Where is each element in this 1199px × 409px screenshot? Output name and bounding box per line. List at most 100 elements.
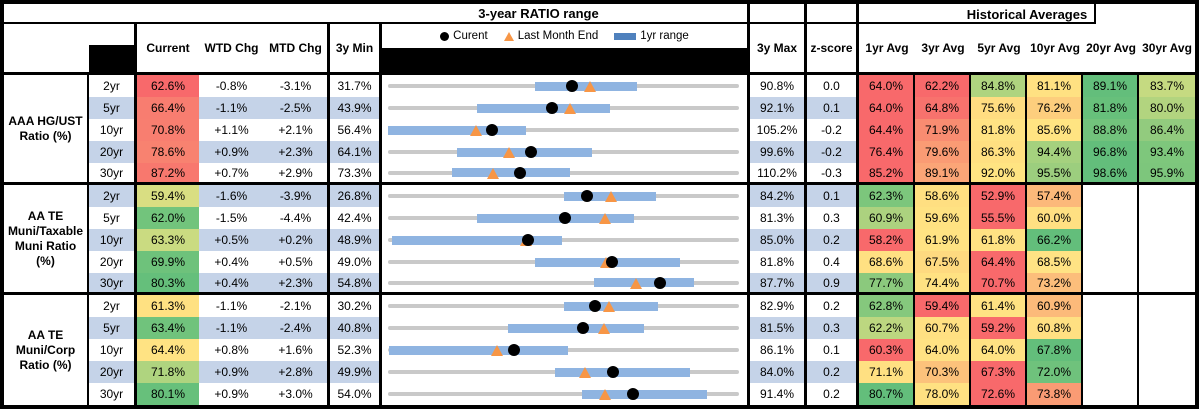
avg-cell: 64.8% xyxy=(915,97,971,119)
mtd-chg-cell: +0.2% xyxy=(264,229,330,251)
z-score-cell: 0.1 xyxy=(807,185,859,207)
three-year-track xyxy=(388,304,739,308)
tenor-cell: 10yr xyxy=(89,339,137,361)
avg-cell: 61.8% xyxy=(971,229,1027,251)
avg-cell: 72.6% xyxy=(971,383,1027,405)
tenor-cell: 10yr xyxy=(89,229,137,251)
wtd-chg-cell: +0.8% xyxy=(199,339,264,361)
avg-cell: 92.0% xyxy=(971,163,1027,185)
wtd-chg-cell: -1.6% xyxy=(199,185,264,207)
three-year-min-cell: 31.7% xyxy=(330,75,382,97)
z-score-cell: 0.4 xyxy=(807,251,859,273)
last-month-end-marker xyxy=(598,389,611,400)
last-month-end-marker xyxy=(578,367,591,378)
avg-cell-empty xyxy=(1083,207,1139,229)
tenor-cell: 30yr xyxy=(89,273,137,295)
avg-cell: 81.1% xyxy=(1027,75,1083,97)
avg-cell-empty xyxy=(1139,383,1195,405)
wtd-chg-cell: +0.9% xyxy=(199,383,264,405)
three-year-track xyxy=(388,128,739,132)
current-marker xyxy=(626,388,639,400)
ratio-range-chart xyxy=(382,119,750,141)
avg-cell-empty xyxy=(1139,229,1195,251)
tenor-cell: 2yr xyxy=(89,295,137,317)
current-value-cell: 63.4% xyxy=(137,317,199,339)
tenor-column-header xyxy=(89,24,137,75)
col-header-1yr-avg: 1yr Avg xyxy=(859,24,915,75)
legend-current-label: Curent xyxy=(453,30,488,42)
current-marker xyxy=(558,212,571,224)
ratio-range-chart xyxy=(382,163,750,185)
avg-cell-empty xyxy=(1083,317,1139,339)
avg-cell: 77.7% xyxy=(859,273,915,295)
avg-cell: 98.6% xyxy=(1083,163,1139,185)
avg-cell: 60.3% xyxy=(859,339,915,361)
ratio-range-chart xyxy=(382,251,750,273)
avg-cell: 60.8% xyxy=(1027,317,1083,339)
col-header-3yr-avg: 3yr Avg xyxy=(915,24,971,75)
three-year-min-cell: 49.9% xyxy=(330,361,382,383)
three-year-min-cell: 52.3% xyxy=(330,339,382,361)
mtd-chg-cell: +2.3% xyxy=(264,141,330,163)
last-month-end-marker xyxy=(629,277,642,289)
current-value-cell: 59.4% xyxy=(137,185,199,207)
avg-cell: 74.4% xyxy=(915,273,971,295)
header-spacer-z xyxy=(807,4,859,24)
three-year-max-cell: 105.2% xyxy=(750,119,807,141)
avg-cell: 81.8% xyxy=(1083,97,1139,119)
ratio-range-chart-inner xyxy=(388,229,739,251)
avg-cell: 94.4% xyxy=(1027,141,1083,163)
legend-range-label: 1yr range xyxy=(640,30,689,42)
wtd-chg-cell: +0.4% xyxy=(199,251,264,273)
mtd-chg-cell: +2.8% xyxy=(264,361,330,383)
ratio-range-chart xyxy=(382,273,750,295)
tenor-cell: 30yr xyxy=(89,383,137,405)
avg-cell: 59.2% xyxy=(971,317,1027,339)
avg-cell: 78.0% xyxy=(915,383,971,405)
col-header-wtd-chg: WTD Chg xyxy=(199,24,264,75)
z-score-cell: 0.0 xyxy=(807,75,859,97)
one-year-range-bar xyxy=(554,367,690,377)
current-value-cell: 61.3% xyxy=(137,295,199,317)
mtd-chg-cell: -3.9% xyxy=(264,185,330,207)
band-partial-border xyxy=(859,22,1095,24)
avg-cell: 89.1% xyxy=(915,163,971,185)
avg-cell: 96.8% xyxy=(1083,141,1139,163)
mtd-chg-cell: -3.1% xyxy=(264,75,330,97)
legend-1yr-range: 1yr range xyxy=(614,30,689,42)
avg-cell: 85.6% xyxy=(1027,119,1083,141)
ratio-range-chart-inner xyxy=(388,339,739,361)
avg-cell: 62.2% xyxy=(859,317,915,339)
avg-cell: 60.7% xyxy=(915,317,971,339)
avg-cell: 61.4% xyxy=(971,295,1027,317)
avg-cell: 52.9% xyxy=(971,185,1027,207)
avg-cell: 58.6% xyxy=(915,185,971,207)
one-year-range-bar xyxy=(476,103,611,113)
avg-cell-empty xyxy=(1139,273,1195,295)
last-month-end-marker xyxy=(598,213,611,224)
ratio-range-chart xyxy=(382,185,750,207)
three-year-max-cell: 86.1% xyxy=(750,339,807,361)
mtd-chg-cell: +2.9% xyxy=(264,163,330,185)
ratio-range-chart-inner xyxy=(388,97,739,119)
current-value-cell: 66.4% xyxy=(137,97,199,119)
mtd-chg-cell: +2.1% xyxy=(264,119,330,141)
header-spacer-left xyxy=(4,4,330,24)
header-spacer-max xyxy=(750,4,807,24)
three-year-min-cell: 73.3% xyxy=(330,163,382,185)
ratio-range-chart xyxy=(382,339,750,361)
ratio-range-chart xyxy=(382,295,750,317)
last-month-end-marker xyxy=(564,103,577,114)
legend-last-month-label: Last Month End xyxy=(517,30,599,42)
z-score-cell: 0.2 xyxy=(807,229,859,251)
current-value-cell: 62.6% xyxy=(137,75,199,97)
z-score-cell: 0.1 xyxy=(807,97,859,119)
tenor-cell: 20yr xyxy=(89,361,137,383)
avg-cell-empty xyxy=(1139,317,1195,339)
avg-cell: 80.0% xyxy=(1139,97,1195,119)
last-month-end-marker xyxy=(605,191,618,202)
three-year-max-cell: 87.7% xyxy=(750,273,807,295)
mtd-chg-cell: -2.5% xyxy=(264,97,330,119)
historical-averages-title: Historical Averages xyxy=(966,6,1088,22)
tenor-cell: 5yr xyxy=(89,317,137,339)
